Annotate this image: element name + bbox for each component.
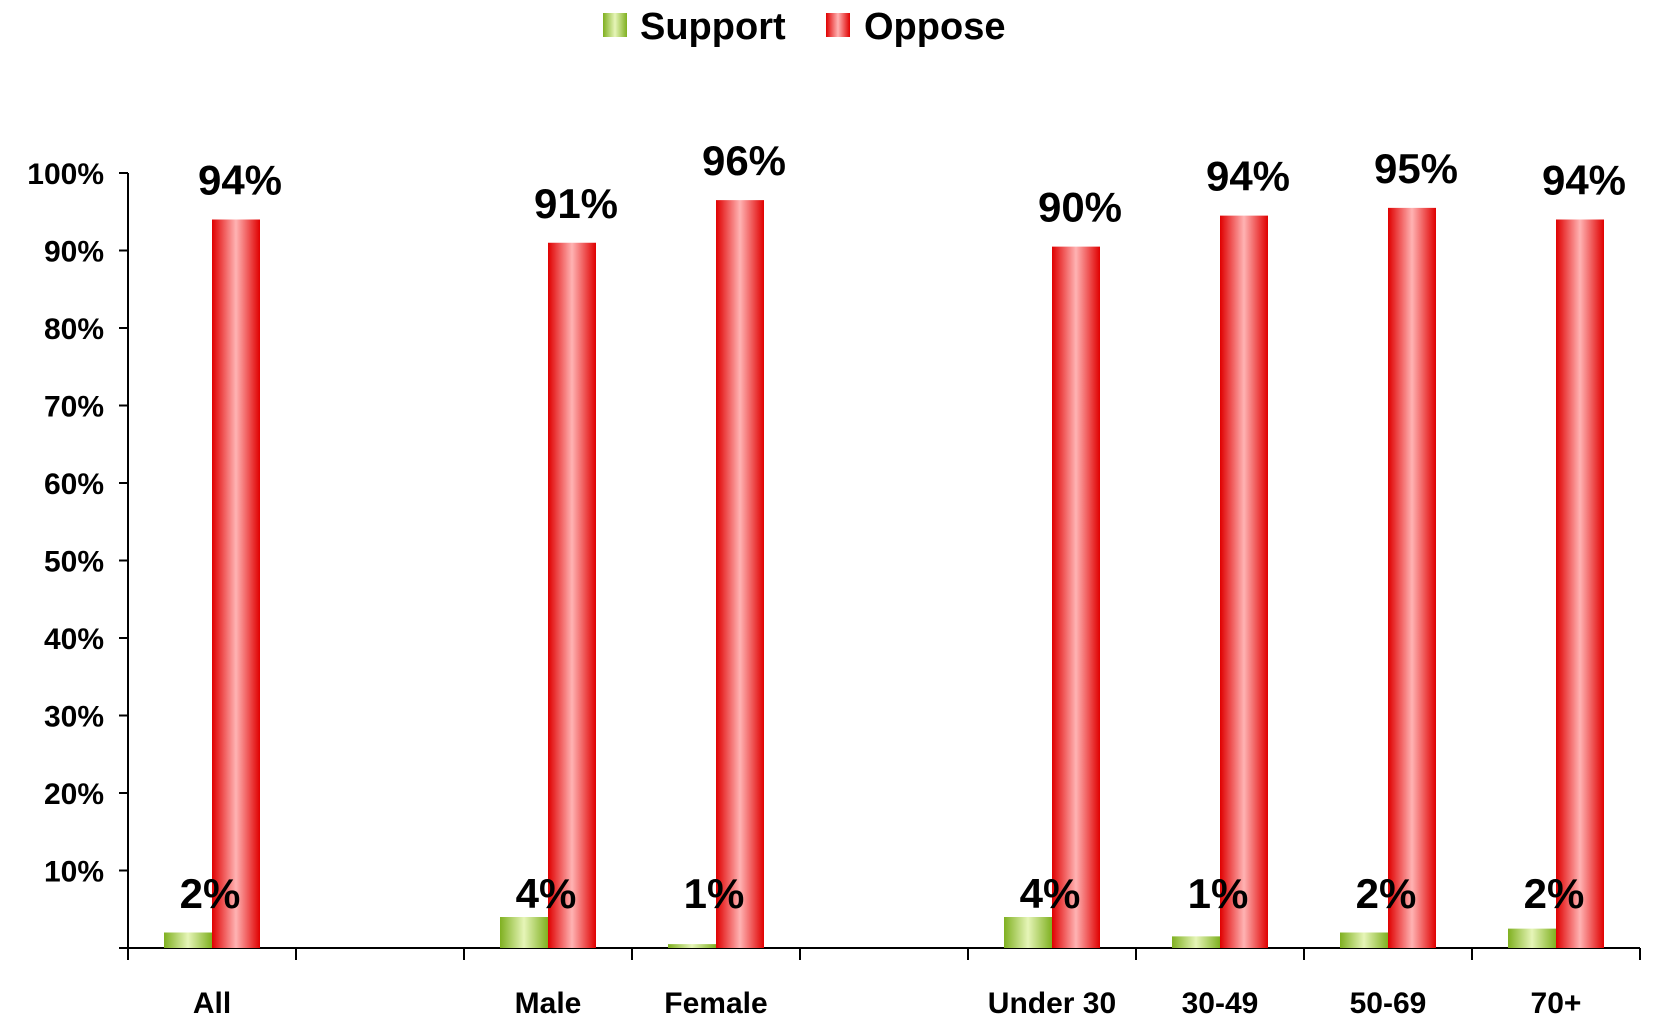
data-label-oppose-70: 94% xyxy=(1542,157,1626,204)
legend-swatch-support xyxy=(603,13,627,37)
y-tick-label: 10% xyxy=(44,856,104,889)
x-tick-label-male: Male xyxy=(515,987,582,1018)
data-label-support-under-30: 4% xyxy=(1020,870,1081,917)
x-tick-label-all: All xyxy=(193,987,231,1018)
y-tick-label: 70% xyxy=(44,391,104,424)
data-label-oppose-50-69: 95% xyxy=(1374,145,1458,192)
bar-oppose-50-69 xyxy=(1388,207,1436,948)
bar-support-under-30 xyxy=(1004,917,1052,948)
data-label-support-70: 2% xyxy=(1524,870,1585,917)
data-label-oppose-female: 96% xyxy=(702,137,786,184)
data-label-support-male: 4% xyxy=(516,870,577,917)
y-tick-label: 20% xyxy=(44,778,104,811)
y-tick-label: 80% xyxy=(44,313,104,346)
legend-label-oppose: Oppose xyxy=(864,6,1005,48)
legend-swatch-oppose xyxy=(826,13,850,37)
y-tick-label: 50% xyxy=(44,546,104,579)
data-label-support-50-69: 2% xyxy=(1356,870,1417,917)
bar-support-all xyxy=(164,932,212,948)
bar-support-female xyxy=(668,944,716,948)
bar-oppose-under-30 xyxy=(1052,246,1100,948)
data-label-oppose-male: 91% xyxy=(534,180,618,227)
bar-oppose-30-49 xyxy=(1220,215,1268,948)
axes: 10% 20% 30% 40% 50% 60% 70% 80% 90% 100% All Male Fe… xyxy=(27,158,1641,1020)
x-tick-label-50-69: 50-69 xyxy=(1350,987,1427,1018)
bar-support-30-49 xyxy=(1172,936,1220,948)
bar-oppose-female xyxy=(716,200,764,948)
data-label-support-all: 2% xyxy=(180,870,241,917)
legend-label-support: Support xyxy=(640,6,786,48)
bar-support-male xyxy=(500,917,548,948)
bar-oppose-70 xyxy=(1556,219,1604,948)
data-labels: 2% 4% 1% 4% 1% 2% 2% 94% 91% 96% 90% 94% 95% 94% xyxy=(180,137,1626,917)
x-tick-label-under-30: Under 30 xyxy=(988,987,1116,1018)
y-tick-label: 40% xyxy=(44,623,104,656)
data-label-support-female: 1% xyxy=(684,870,745,917)
bar-support-70 xyxy=(1508,928,1556,948)
bars xyxy=(164,200,1604,948)
data-label-support-30-49: 1% xyxy=(1188,870,1249,917)
data-label-oppose-30-49: 94% xyxy=(1206,153,1290,200)
bar-oppose-male xyxy=(548,242,596,948)
y-tick-label: 90% xyxy=(44,236,104,269)
bar-oppose-all xyxy=(212,219,260,948)
y-tick-label: 30% xyxy=(44,701,104,734)
x-tick-label-70: 70+ xyxy=(1531,987,1582,1018)
data-label-oppose-under-30: 90% xyxy=(1038,184,1122,231)
data-label-oppose-all: 94% xyxy=(198,157,282,204)
x-tick-label-30-49: 30-49 xyxy=(1182,987,1259,1018)
legend: Support Oppose xyxy=(603,6,1005,48)
y-tick-label: 100% xyxy=(27,158,104,191)
x-tick-label-female: Female xyxy=(664,987,767,1018)
y-tick-label: 60% xyxy=(44,468,104,501)
bar-support-50-69 xyxy=(1340,932,1388,948)
